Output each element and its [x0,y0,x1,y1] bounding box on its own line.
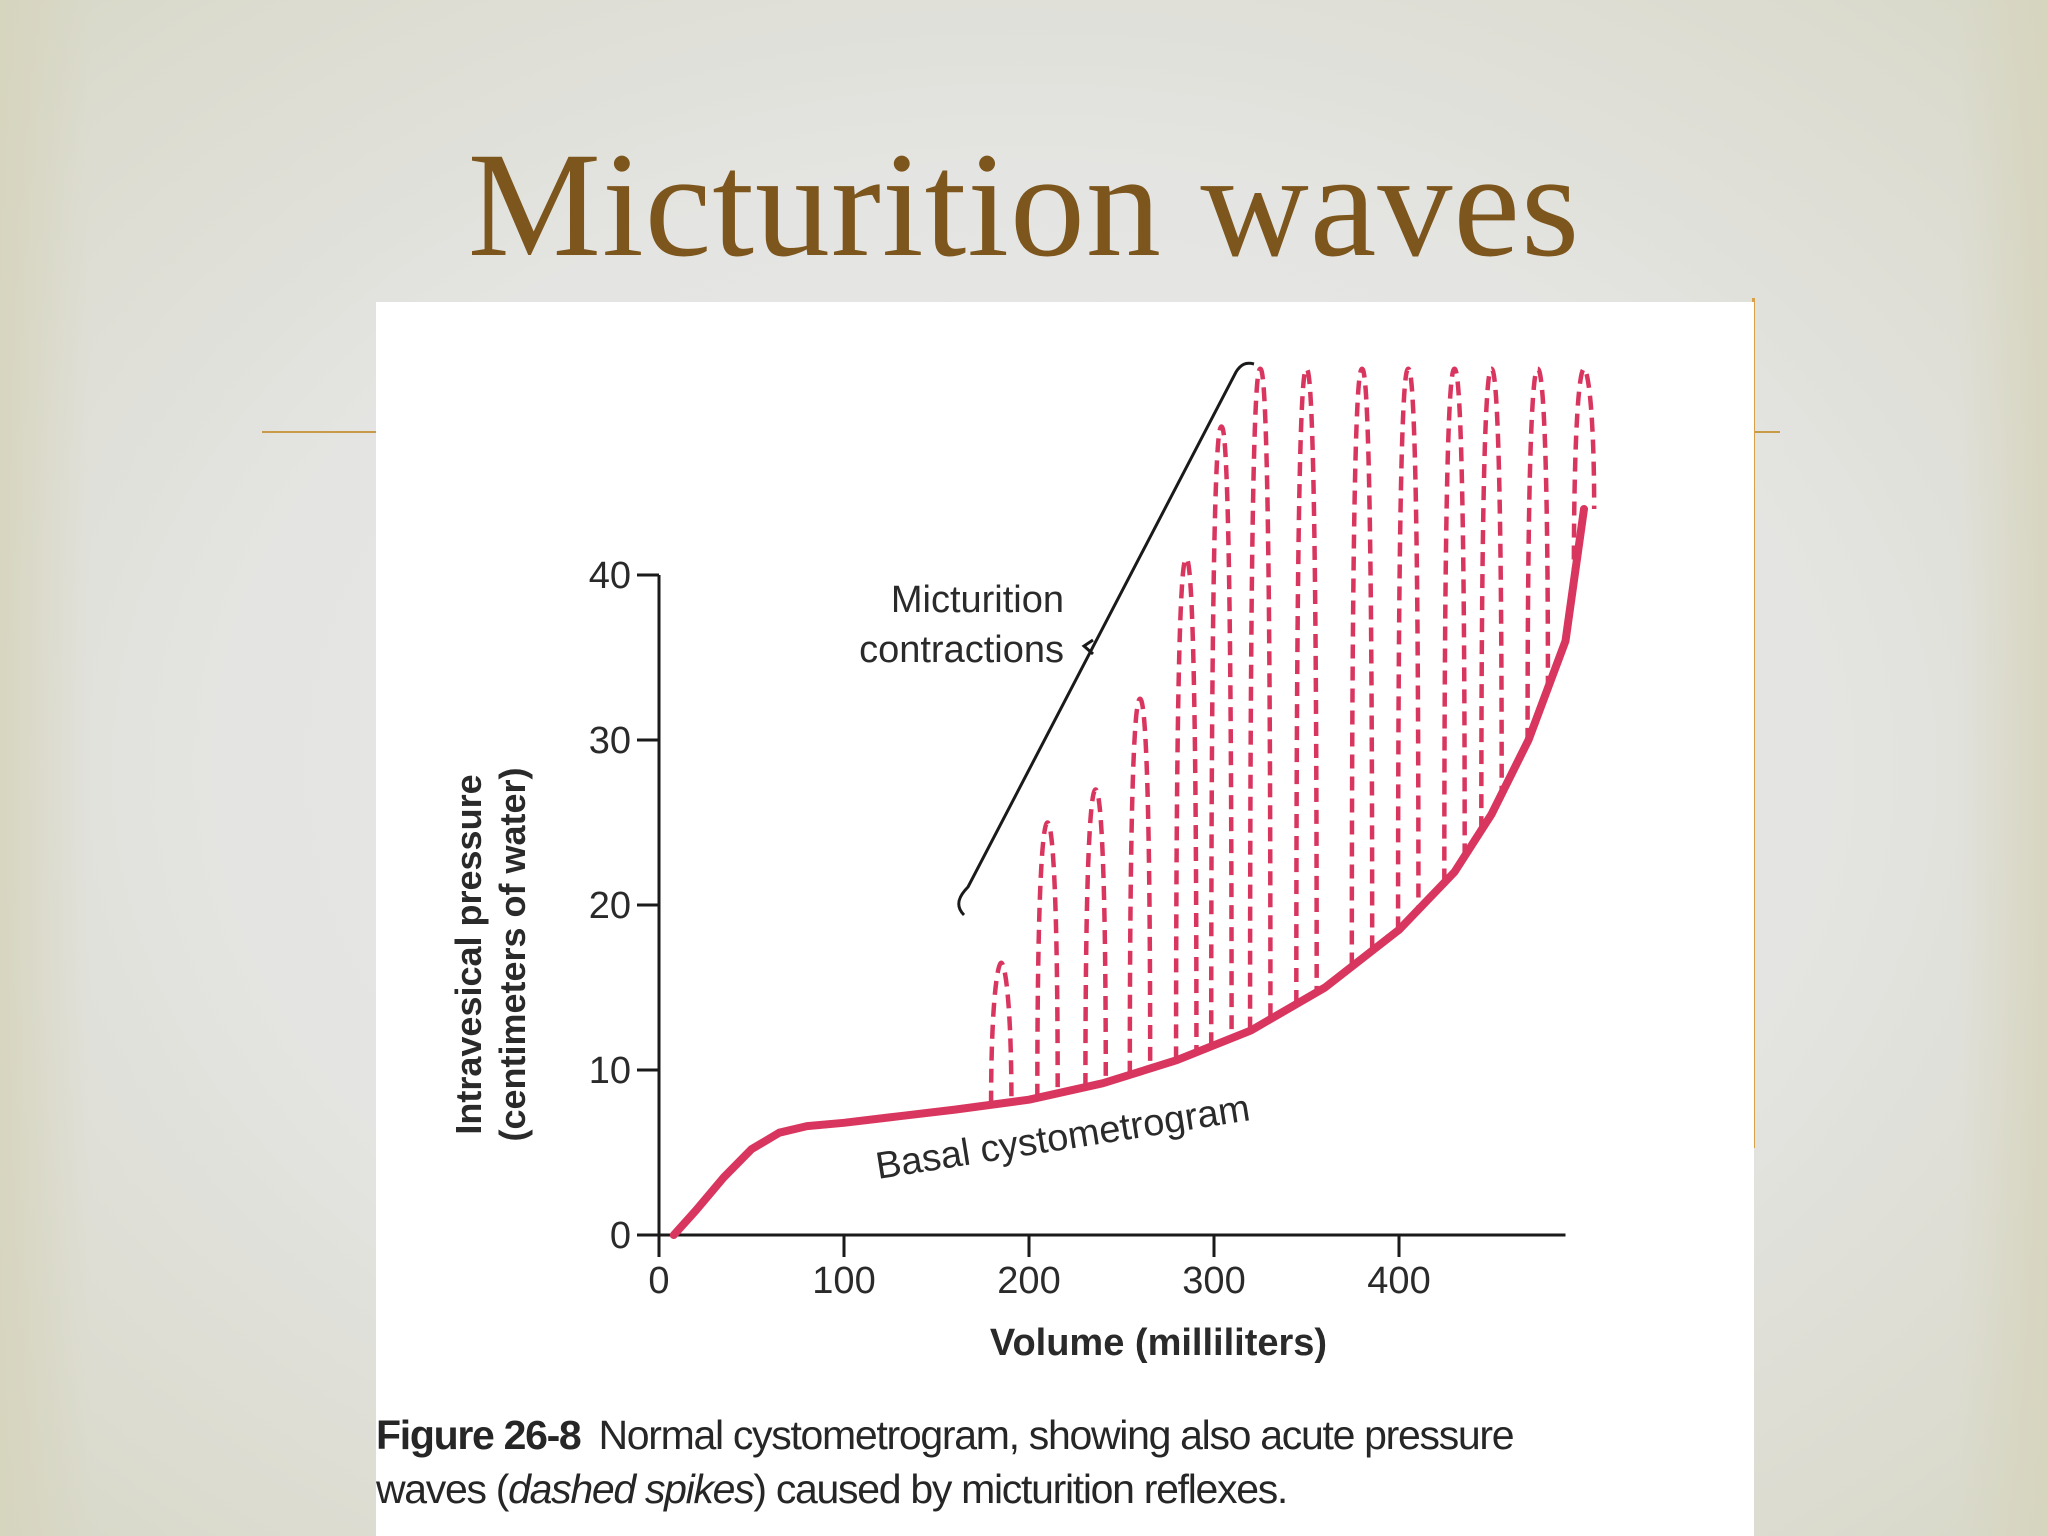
basal-curve-group [669,505,1588,1239]
micturition-spike [1035,820,1060,1098]
caption-line-1: Figure 26-8 Normal cystometrogram, showin… [376,1408,1754,1462]
title-divider-right [1752,431,1780,433]
title-divider-left [262,431,378,433]
y-tick-label: 40 [589,555,631,597]
micturition-spike [1294,366,1319,1005]
micturition-spike [1395,366,1421,931]
x-tick-label: 300 [1182,1260,1245,1302]
micturition-spike [1247,366,1273,1031]
micturition-spikes [988,366,1597,1105]
annotation-bracket-point [1081,638,1094,656]
micturition-spike [1127,696,1153,1075]
y-tick-label: 30 [589,720,631,762]
x-tick-label: 0 [648,1260,669,1302]
micturition-spike [1208,424,1234,1047]
x-tick-label: 100 [812,1260,875,1302]
y-tick-label: 0 [610,1215,631,1257]
micturition-spike [1571,366,1597,582]
y-tick-label: 10 [589,1050,631,1092]
figure-caption: Figure 26-8 Normal cystometrogram, showin… [376,1408,1754,1516]
micturition-spike [1442,366,1467,883]
caption-text-1: Normal cystometrogram, showing also acut… [598,1412,1514,1458]
x-tick-label: 400 [1367,1260,1430,1302]
micturition-spike [1525,366,1551,742]
basal-cystometrogram-curve [669,505,1588,1239]
caption-figure-number: Figure 26-8 [376,1412,582,1458]
slide-title: Micturition waves [467,122,1581,288]
micturition-spike [1083,787,1109,1088]
caption-italic-text: dashed spikes [508,1466,755,1512]
micturition-spike [988,960,1014,1105]
micturition-spike [1349,366,1375,967]
annotation-bracket [957,361,1255,917]
caption-text-2a: waves ( [376,1466,509,1512]
caption-text-2b: ) caused by micturition reflexes. [753,1466,1288,1512]
y-axis-label-line-1: Intravesical pressure [448,774,489,1134]
x-axis-label: Volume (milliliters) [990,1322,1327,1364]
micturition-spike [1173,556,1199,1061]
figure-panel: 0 10 20 30 40 0 100 200 300 400 Volume (milliliter… [376,302,1754,1536]
annotation-micturition-line-2: contractions [859,629,1064,671]
chart-axes [637,573,1566,1257]
annotation-basal-cystometrogram: Basal cystometrogram [873,1087,1253,1188]
annotation-micturition-line-1: Micturition [891,579,1064,621]
y-tick-label: 20 [589,885,631,927]
y-axis-label-line-2: (centimeters of water) [492,767,533,1141]
caption-line-2: waves (dashed spikes) caused by micturit… [376,1462,1754,1516]
micturition-spike [1479,366,1504,831]
x-tick-label: 200 [997,1260,1060,1302]
